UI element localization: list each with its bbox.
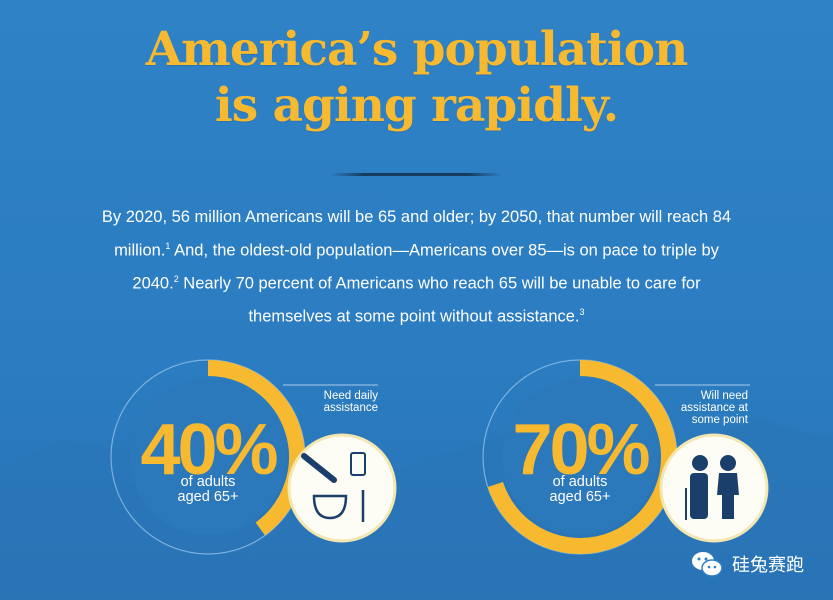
stat-40-subtitle: of adults aged 65+ bbox=[177, 474, 239, 505]
divider bbox=[330, 173, 502, 176]
watermark-text: 硅兔赛跑 bbox=[732, 555, 804, 575]
stat-40-value: 40% bbox=[140, 410, 278, 490]
page-title: America’s population is aging rapidly. bbox=[0, 22, 833, 134]
elderly-man-icon bbox=[692, 455, 708, 471]
stat-70-label: Will need assistance at some point bbox=[680, 390, 748, 426]
donut-inner-disk bbox=[130, 379, 286, 535]
watermark: 硅兔赛跑 bbox=[690, 550, 804, 578]
elderly-woman-body bbox=[717, 473, 739, 519]
elderly-man-body bbox=[690, 473, 708, 519]
title-line-2: is aging rapidly. bbox=[214, 78, 619, 133]
bowl-icon bbox=[312, 494, 348, 520]
title-line-1: America’s population bbox=[145, 22, 689, 77]
stat-70-value: 70% bbox=[512, 410, 650, 490]
donut-arc-70 bbox=[487, 360, 677, 554]
intro-paragraph: By 2020, 56 million Americans will be 65… bbox=[101, 208, 732, 325]
stat-70-subtitle: of adults aged 65+ bbox=[549, 474, 611, 505]
icon-circle bbox=[659, 433, 769, 543]
wechat-icon bbox=[692, 552, 723, 577]
elderly-woman-icon bbox=[720, 455, 736, 471]
donut-inner-disk bbox=[502, 379, 658, 535]
donut-arc-40 bbox=[207, 360, 305, 536]
stat-40-label: Need daily assistance bbox=[323, 390, 378, 414]
comb-icon bbox=[301, 453, 337, 483]
rx-bottle-icon bbox=[350, 452, 366, 476]
